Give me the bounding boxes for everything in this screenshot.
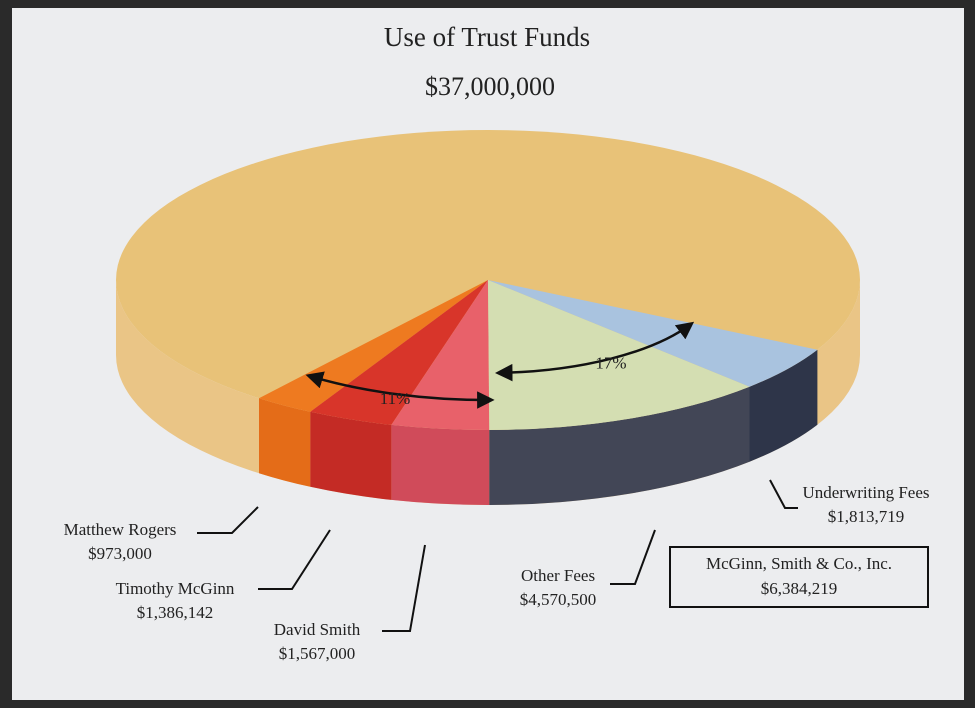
group-box: [669, 546, 929, 608]
slice-value: $4,570,500: [520, 590, 597, 609]
group-name: McGinn, Smith & Co., Inc.: [706, 554, 892, 573]
slice-value: $1,567,000: [279, 644, 356, 663]
percent-arrow: [305, 371, 495, 409]
leader-line: [610, 529, 656, 585]
leader-line: [769, 479, 798, 509]
slice-value: $1,386,142: [137, 603, 214, 622]
slice-name: David Smith: [274, 620, 361, 639]
slice-value: $1,813,719: [828, 507, 905, 526]
slice-side: [489, 386, 750, 505]
slice-name: Matthew Rogers: [64, 520, 177, 539]
slice-name: Other Fees: [521, 566, 595, 585]
chart-title: Use of Trust Funds: [384, 22, 590, 52]
group-value: $6,384,219: [761, 579, 838, 598]
slice-side: [259, 398, 311, 487]
leader-line: [258, 529, 331, 590]
percent-arrow: [495, 321, 695, 382]
leader-line: [197, 506, 259, 534]
percent-label: 11%: [380, 389, 411, 408]
percent-label: 17%: [595, 354, 626, 373]
slice-value: $973,000: [88, 544, 152, 563]
leader-line: [382, 544, 426, 632]
slice-name: Underwriting Fees: [802, 483, 929, 502]
slice-side: [310, 411, 392, 500]
chart-subtitle: $37,000,000: [425, 72, 555, 101]
slice-side: [391, 424, 490, 506]
slice-name: Timothy McGinn: [116, 579, 235, 598]
slice-side: [749, 349, 818, 462]
